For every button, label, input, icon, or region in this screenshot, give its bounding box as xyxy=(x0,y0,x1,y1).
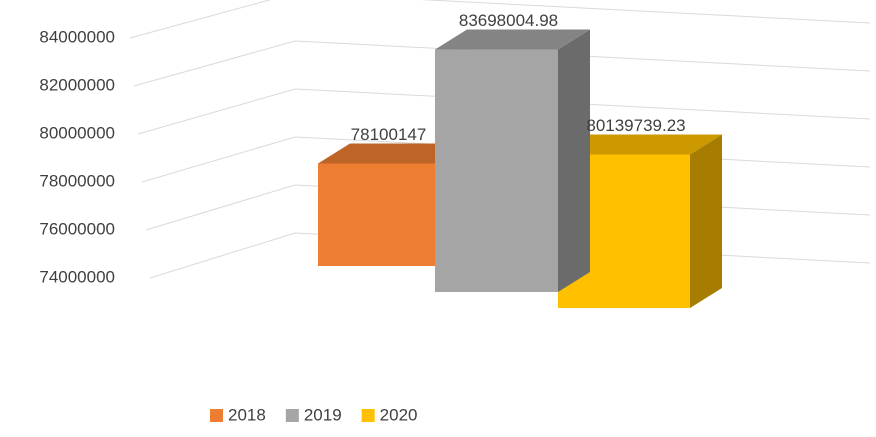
legend-label: 2019 xyxy=(304,405,342,424)
data-label: 83698004.98 xyxy=(459,11,558,30)
legend-label: 2020 xyxy=(380,405,418,424)
bar-top xyxy=(318,143,467,164)
y-tick-label: 80000000 xyxy=(39,123,115,142)
y-tick-label: 82000000 xyxy=(39,75,115,94)
y-tick-label: 78000000 xyxy=(39,171,115,190)
legend-swatch xyxy=(210,409,223,422)
legend-swatch xyxy=(285,409,299,422)
bar xyxy=(318,163,435,266)
grid-line xyxy=(133,40,871,87)
bar-top xyxy=(435,29,590,50)
data-label: 80139739.23 xyxy=(586,116,685,135)
legend-swatch xyxy=(361,409,375,422)
bar-side xyxy=(558,29,590,293)
y-tick-label: 76000000 xyxy=(39,219,115,238)
bar-side xyxy=(690,134,722,308)
y-tick-label: 84000000 xyxy=(39,27,115,46)
bar xyxy=(435,49,558,292)
y-tick-label: 74000000 xyxy=(39,267,115,286)
legend-label: 2018 xyxy=(228,405,266,424)
grid-line xyxy=(129,0,871,39)
grid-line xyxy=(137,88,871,135)
bar-top xyxy=(558,134,722,155)
data-label: 78100147 xyxy=(351,125,427,144)
